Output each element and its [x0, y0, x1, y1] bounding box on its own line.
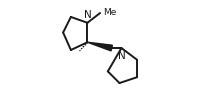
Text: N: N — [118, 51, 125, 61]
Text: N: N — [84, 10, 91, 20]
Polygon shape — [88, 42, 112, 51]
Text: Me: Me — [103, 8, 116, 17]
